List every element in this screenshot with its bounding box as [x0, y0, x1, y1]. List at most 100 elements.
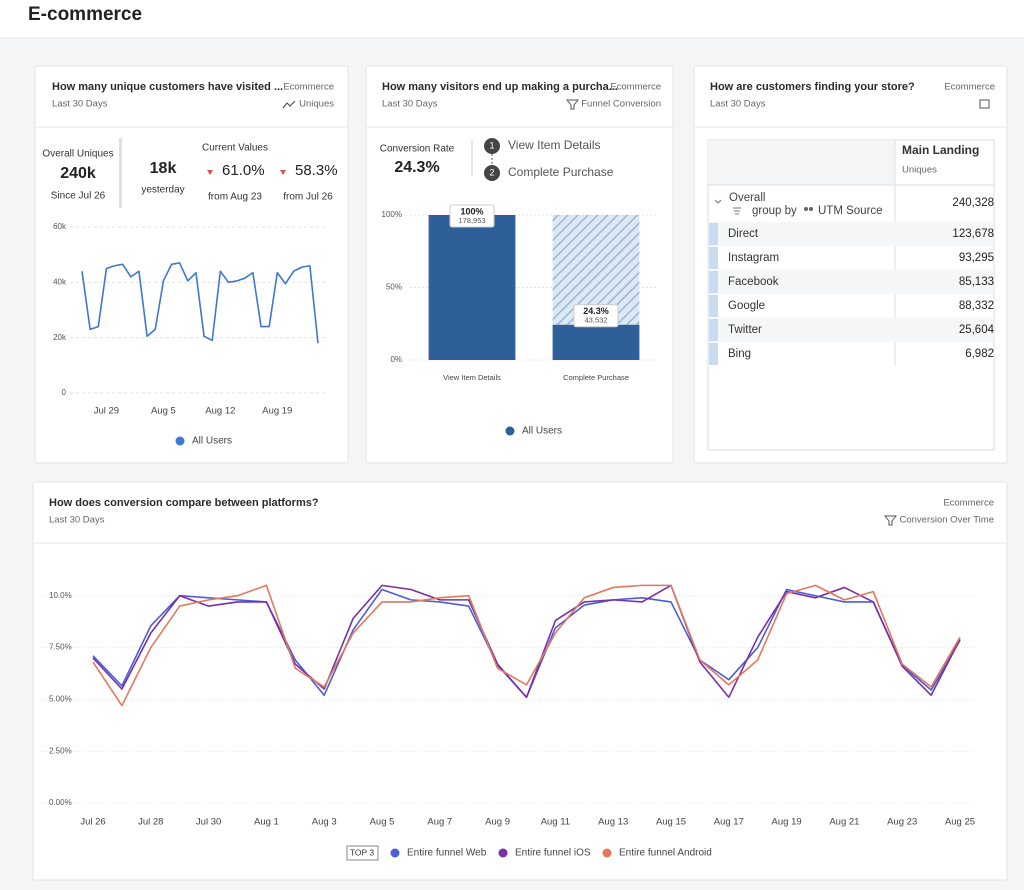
change-note: from Jul 26 — [283, 192, 333, 203]
bar — [552, 324, 640, 360]
card-view[interactable]: Conversion Over Time — [899, 515, 994, 526]
card-range: Last 30 Days — [382, 99, 438, 110]
row-value: 6,982 — [965, 348, 994, 360]
x-tick-label: Aug 15 — [656, 817, 686, 828]
x-tick-label: Aug 9 — [485, 817, 510, 828]
x-tick-label: Aug 12 — [205, 406, 235, 417]
series-line — [92, 584, 961, 707]
row-marker — [709, 271, 718, 293]
count-label: 43,532 — [585, 316, 608, 325]
page-title: E-commerce — [28, 4, 142, 25]
view-icon — [565, 99, 580, 110]
bar — [428, 215, 516, 360]
card-source: Ecommerce — [610, 82, 661, 93]
x-tick-label: Jul 26 — [80, 817, 105, 828]
x-tick-label: Aug 5 — [151, 406, 176, 417]
legend-label: All Users — [522, 426, 562, 437]
series-line — [81, 262, 319, 344]
row-value: 85,133 — [959, 276, 994, 288]
row-label: Facebook — [728, 276, 779, 288]
change-note: from Aug 23 — [208, 192, 262, 203]
x-tick-label: Complete Purchase — [563, 373, 629, 382]
y-tick-label: 0.00% — [49, 798, 72, 807]
legend-marker — [175, 436, 185, 446]
row-band — [709, 318, 993, 342]
step-number: 1 — [489, 140, 494, 150]
stat-separator — [119, 138, 122, 208]
x-tick-label: Aug 11 — [541, 817, 570, 828]
value-label: 100% — [460, 206, 483, 216]
stat-label: Overall Uniques — [42, 149, 113, 160]
legend-label: Entire funnel Web — [407, 848, 487, 859]
stat-value: 24.3% — [394, 159, 439, 176]
y-tick-label: 2.50% — [49, 746, 72, 755]
card — [365, 65, 674, 464]
stat-value: 240k — [60, 165, 96, 182]
down-arrow — [207, 170, 213, 175]
users-icon — [804, 207, 808, 211]
column-subheader: Uniques — [902, 165, 937, 176]
y-tick-label: 60k — [53, 222, 67, 231]
card-range: Last 30 Days — [49, 515, 105, 526]
view-icon — [883, 515, 898, 526]
group-icon — [733, 207, 741, 215]
series-line — [92, 584, 961, 699]
legend-label: All Users — [192, 436, 232, 447]
row-value: 88,332 — [959, 300, 994, 312]
y-tick-label: 20k — [53, 333, 67, 342]
card-source: Ecommerce — [944, 82, 995, 93]
stat-note: yesterday — [141, 185, 184, 196]
column-header[interactable]: Main Landing — [902, 143, 979, 157]
card-range: Last 30 Days — [710, 99, 766, 110]
card-source: Ecommerce — [943, 498, 994, 509]
card-title[interactable]: How are customers finding your store? — [710, 81, 915, 93]
card-title[interactable]: How does conversion compare between plat… — [49, 497, 319, 509]
x-tick-label: Aug 19 — [262, 406, 292, 417]
y-tick-label: 5.00% — [49, 694, 72, 703]
x-tick-label: Aug 5 — [370, 817, 395, 828]
down-arrow — [280, 170, 286, 175]
row-label: Google — [728, 300, 765, 312]
row-label: Bing — [728, 348, 751, 360]
row-value: 123,678 — [952, 228, 994, 240]
card-view[interactable]: Funnel Conversion — [581, 99, 661, 110]
top-badge[interactable] — [346, 845, 379, 861]
row-value: 93,295 — [959, 252, 994, 264]
table-corner — [708, 140, 895, 185]
x-tick-label: Aug 17 — [714, 817, 744, 828]
y-tick-label: 0 — [62, 388, 67, 397]
table-icon[interactable] — [979, 99, 990, 109]
expand-icon[interactable] — [714, 199, 722, 204]
x-tick-label: Aug 7 — [427, 817, 452, 828]
overall-label: Overall — [729, 192, 765, 204]
step-badge — [484, 165, 500, 181]
y-tick-label: 10.0% — [49, 591, 72, 600]
row-marker — [709, 319, 718, 341]
x-tick-label: Aug 1 — [254, 817, 279, 828]
stat-note: Since Jul 26 — [51, 191, 106, 202]
x-tick-label: Aug 23 — [887, 817, 917, 828]
card — [34, 65, 349, 464]
x-tick-label: Jul 30 — [196, 817, 221, 828]
row-band — [709, 222, 993, 246]
group-field[interactable]: UTM Source — [818, 205, 883, 217]
value-label: 24.3% — [583, 306, 609, 316]
y-tick-label: 100% — [382, 210, 402, 219]
stat-value: 18k — [150, 160, 177, 177]
card-view[interactable]: Uniques — [299, 99, 334, 110]
stat-label: Conversion Rate — [380, 144, 455, 155]
table — [707, 139, 995, 451]
x-tick-label: Aug 25 — [945, 817, 975, 828]
y-tick-label: 50% — [386, 283, 402, 292]
step-number: 2 — [489, 167, 494, 177]
value-label-box — [573, 304, 619, 328]
x-tick-label: Aug 19 — [772, 817, 802, 828]
row-marker — [709, 343, 718, 365]
legend-label: Entire funnel Android — [619, 848, 712, 859]
card-title[interactable]: How many unique customers have visited .… — [52, 81, 283, 93]
view-icon — [282, 100, 296, 109]
card-title[interactable]: How many visitors end up making a purcha… — [382, 81, 618, 93]
users-icon — [809, 207, 813, 211]
x-tick-label: Aug 21 — [829, 817, 859, 828]
